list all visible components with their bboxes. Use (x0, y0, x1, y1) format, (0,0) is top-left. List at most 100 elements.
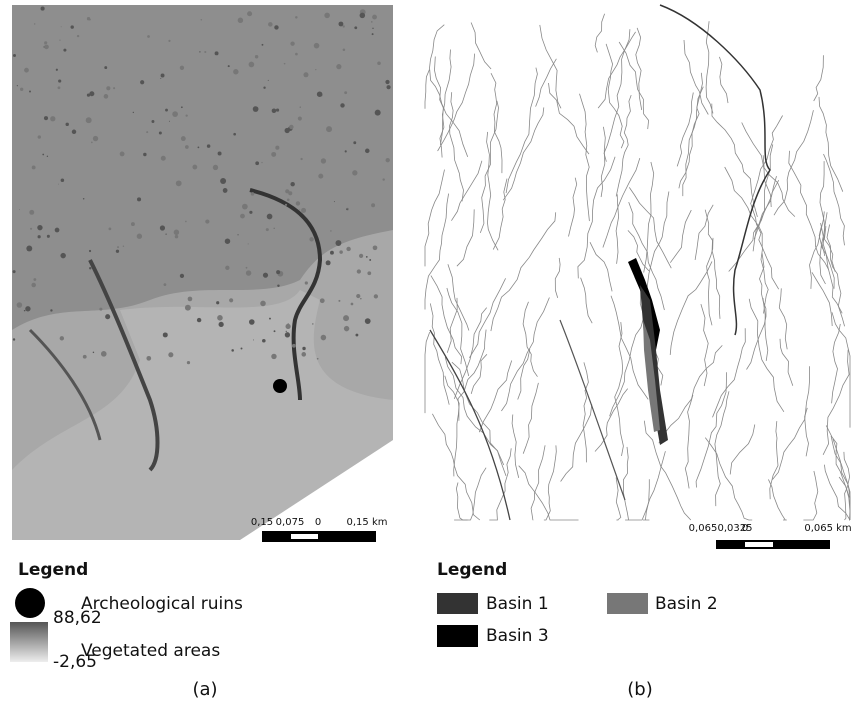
stream (425, 194, 449, 310)
stream (590, 242, 612, 291)
texture (159, 132, 162, 135)
stream (685, 395, 693, 488)
texture (160, 78, 161, 79)
stream (677, 93, 693, 167)
stream (824, 465, 850, 520)
texture (336, 64, 341, 69)
figure: 0,15 0,075 0 0,15 km 0,065 0,0325 0 0,06… (0, 0, 856, 706)
texture (213, 165, 218, 170)
texture (233, 69, 238, 74)
texture (262, 339, 266, 343)
map-b (425, 5, 850, 549)
texture (298, 116, 302, 120)
scale-label: 0,065 km (804, 523, 851, 534)
stream (438, 54, 475, 151)
texture (296, 201, 300, 205)
texture (20, 88, 23, 91)
stream (833, 439, 850, 520)
texture (50, 309, 52, 311)
texture (116, 250, 119, 253)
scale-label: 0,065 (689, 523, 718, 534)
texture (176, 180, 182, 186)
texture (335, 240, 341, 246)
texture (299, 209, 300, 210)
stream (595, 14, 604, 53)
stream (719, 57, 728, 103)
texture (63, 49, 66, 52)
texture (34, 23, 35, 24)
legend-title: Legend (18, 560, 88, 580)
texture (89, 250, 91, 252)
texture (263, 273, 268, 278)
stream (683, 87, 704, 196)
stream (832, 324, 841, 403)
texture (29, 210, 34, 215)
stream (531, 445, 545, 520)
texture (271, 354, 276, 359)
texture (140, 80, 144, 84)
texture (274, 330, 276, 332)
stream (623, 447, 628, 520)
texture (303, 72, 308, 77)
texture (377, 61, 381, 65)
texture (219, 322, 224, 327)
stream (447, 298, 457, 353)
texture (38, 235, 41, 238)
texture (344, 326, 349, 331)
legend-label: Basin 1 (486, 594, 549, 614)
legend-swatch (607, 593, 648, 614)
stream (751, 204, 768, 313)
texture (120, 151, 125, 156)
texture (44, 116, 48, 120)
texture (351, 303, 354, 306)
texture (237, 234, 238, 235)
texture (355, 334, 358, 337)
stream (448, 264, 469, 330)
texture (61, 26, 62, 27)
texture (360, 298, 362, 300)
stream (751, 116, 783, 205)
texture (268, 22, 273, 27)
stream (619, 42, 649, 129)
texture (357, 269, 361, 273)
texture (295, 16, 297, 18)
legend-label: Archeological ruins (81, 594, 243, 614)
stream (479, 361, 511, 433)
texture (346, 247, 350, 251)
texture (31, 283, 36, 288)
texture (240, 214, 245, 219)
texture (59, 39, 60, 40)
texture (41, 7, 45, 11)
texture (225, 266, 229, 270)
texture (372, 33, 374, 35)
texture (343, 25, 345, 27)
texture (185, 305, 191, 311)
stream (616, 194, 619, 263)
texture (137, 197, 141, 201)
stream (431, 276, 462, 365)
stream (601, 127, 605, 197)
texture (360, 13, 366, 19)
stream (712, 104, 758, 217)
texture (367, 271, 371, 275)
legend-gradient (10, 622, 48, 662)
texture (66, 123, 69, 126)
texture (181, 106, 183, 108)
texture (151, 120, 154, 123)
texture (366, 256, 368, 258)
stream (487, 132, 499, 250)
stream (445, 357, 506, 476)
stream (725, 167, 779, 289)
texture (285, 204, 287, 206)
texture (302, 347, 305, 350)
texture (267, 214, 273, 220)
stream (670, 210, 691, 263)
stream (603, 158, 640, 247)
texture (86, 117, 92, 123)
stream (469, 278, 505, 358)
stream (518, 349, 530, 399)
texture (83, 198, 85, 200)
texture (164, 283, 167, 286)
texture (318, 174, 323, 179)
texture (61, 178, 65, 182)
